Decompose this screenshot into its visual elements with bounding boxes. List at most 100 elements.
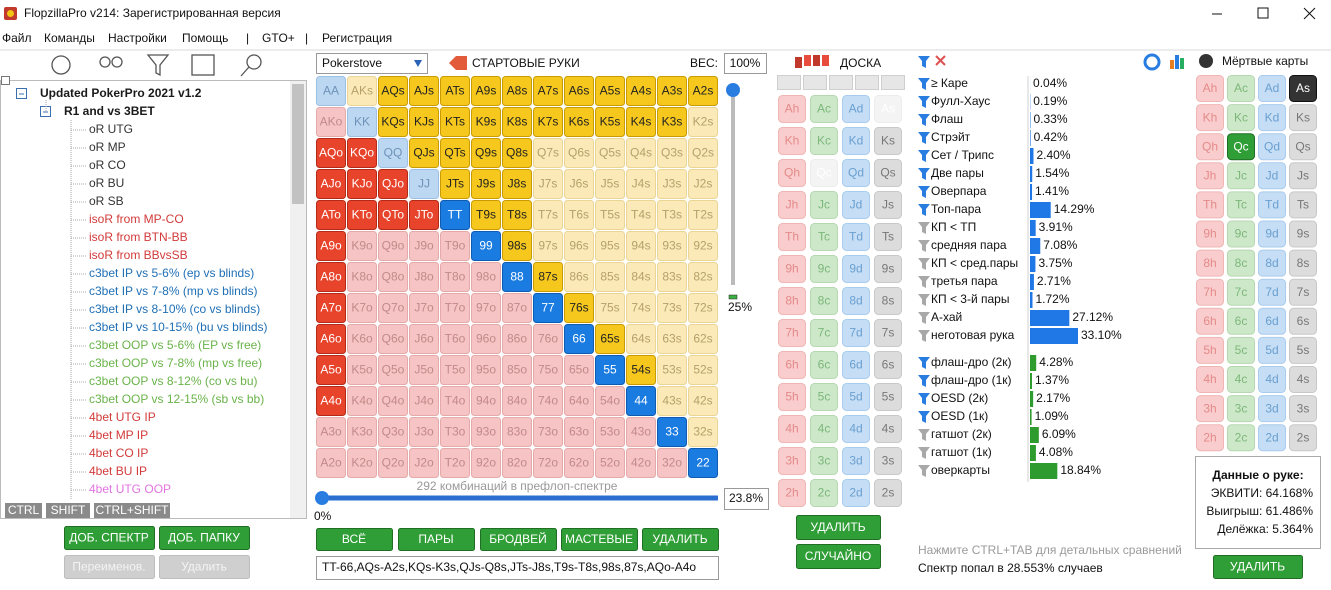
tree-item[interactable]: Updated PokerPro 2021 v1.2 bbox=[40, 86, 202, 100]
hand-cell[interactable] bbox=[502, 293, 532, 323]
hand-cell[interactable] bbox=[564, 138, 594, 168]
hand-cell[interactable] bbox=[657, 107, 687, 137]
card[interactable] bbox=[842, 95, 870, 123]
hand-cell[interactable] bbox=[533, 448, 563, 478]
hand-cell[interactable] bbox=[440, 355, 470, 385]
hand-cell[interactable] bbox=[409, 448, 439, 478]
hand-cell[interactable] bbox=[378, 448, 408, 478]
hand-cell[interactable] bbox=[533, 169, 563, 199]
card[interactable] bbox=[778, 319, 806, 347]
hand-cell[interactable] bbox=[378, 231, 408, 261]
stat-name[interactable]: флаш-дро (1к) bbox=[931, 373, 1012, 387]
users-icon[interactable] bbox=[99, 56, 111, 68]
hand-cell[interactable] bbox=[409, 231, 439, 261]
hand-cell[interactable] bbox=[502, 107, 532, 137]
stat-name[interactable]: гатшот (2к) bbox=[931, 427, 992, 441]
menu-item[interactable]: Команды bbox=[44, 31, 95, 45]
hand-cell[interactable] bbox=[595, 448, 625, 478]
hand-cell[interactable] bbox=[409, 138, 439, 168]
hand-cell[interactable] bbox=[502, 76, 532, 106]
weight-box[interactable] bbox=[724, 53, 767, 74]
card[interactable] bbox=[1196, 75, 1224, 102]
hand-cell[interactable] bbox=[440, 200, 470, 230]
hand-cell[interactable] bbox=[564, 293, 594, 323]
card[interactable] bbox=[1227, 424, 1255, 452]
hand-cell[interactable] bbox=[595, 386, 625, 416]
button[interactable]: БРОДВЕЙ bbox=[480, 528, 557, 551]
hand-cell[interactable] bbox=[595, 262, 625, 292]
hand-cell[interactable] bbox=[533, 76, 563, 106]
hand-cell[interactable] bbox=[316, 200, 346, 230]
card[interactable] bbox=[1196, 104, 1224, 132]
card[interactable] bbox=[778, 447, 806, 475]
hand-cell[interactable] bbox=[564, 324, 594, 354]
card[interactable] bbox=[1258, 249, 1286, 277]
hand-cell[interactable] bbox=[347, 324, 377, 354]
card[interactable] bbox=[842, 447, 870, 475]
hand-cell[interactable] bbox=[316, 231, 346, 261]
card[interactable] bbox=[810, 479, 838, 507]
hand-cell[interactable] bbox=[471, 417, 501, 447]
hand-cell[interactable] bbox=[316, 417, 346, 447]
tree-item[interactable]: isoR from BTN-BB bbox=[89, 230, 188, 244]
hand-cell[interactable] bbox=[347, 200, 377, 230]
stat-filter-icon[interactable] bbox=[918, 150, 930, 162]
hand-cell[interactable] bbox=[657, 417, 687, 447]
hand-cell[interactable] bbox=[440, 448, 470, 478]
hand-cell[interactable] bbox=[316, 293, 346, 323]
hand-cell[interactable] bbox=[688, 169, 718, 199]
hand-cell[interactable] bbox=[502, 231, 532, 261]
weight-slider-knob[interactable] bbox=[726, 83, 740, 97]
tree-item[interactable]: oR SB bbox=[89, 194, 124, 208]
hand-cell[interactable] bbox=[533, 417, 563, 447]
button-face[interactable] bbox=[159, 555, 250, 579]
card[interactable] bbox=[1258, 424, 1286, 452]
maximize[interactable] bbox=[1257, 7, 1269, 19]
refresh-icon[interactable] bbox=[1143, 53, 1161, 71]
card[interactable] bbox=[778, 159, 806, 187]
hand-cell[interactable] bbox=[347, 262, 377, 292]
card[interactable] bbox=[874, 191, 902, 219]
hand-cell[interactable] bbox=[440, 293, 470, 323]
hand-cell[interactable] bbox=[657, 76, 687, 106]
button-face[interactable] bbox=[316, 528, 393, 551]
hand-cell[interactable] bbox=[316, 324, 346, 354]
hand-cell[interactable] bbox=[533, 324, 563, 354]
range-text-box[interactable] bbox=[316, 556, 719, 580]
search-icon[interactable] bbox=[246, 54, 262, 70]
hand-cell[interactable] bbox=[378, 107, 408, 137]
menu-item[interactable]: Файл bbox=[2, 31, 32, 45]
stats-clear-icon[interactable] bbox=[935, 55, 946, 66]
hand-cell[interactable] bbox=[409, 76, 439, 106]
collapse-box[interactable] bbox=[1, 76, 10, 85]
hand-cell[interactable] bbox=[626, 262, 656, 292]
hand-cell[interactable] bbox=[471, 386, 501, 416]
button-face[interactable] bbox=[796, 544, 881, 569]
card[interactable] bbox=[874, 95, 902, 123]
stat-name[interactable]: Две пары bbox=[931, 166, 984, 180]
import-icon[interactable] bbox=[191, 54, 215, 76]
hand-cell[interactable] bbox=[595, 169, 625, 199]
hand-cell[interactable] bbox=[409, 262, 439, 292]
card[interactable] bbox=[874, 351, 902, 379]
stat-name[interactable]: OESD (1к) bbox=[931, 409, 988, 423]
hand-cell[interactable] bbox=[502, 200, 532, 230]
card[interactable] bbox=[842, 415, 870, 443]
hand-cell[interactable] bbox=[626, 231, 656, 261]
card[interactable] bbox=[810, 159, 838, 187]
button[interactable]: ВСЁ bbox=[316, 528, 393, 551]
card[interactable] bbox=[1289, 366, 1317, 393]
card[interactable] bbox=[1289, 191, 1317, 219]
card[interactable] bbox=[842, 351, 870, 379]
board-slot[interactable] bbox=[777, 75, 801, 90]
hand-cell[interactable] bbox=[471, 448, 501, 478]
close[interactable] bbox=[1303, 7, 1316, 20]
hand-cell[interactable] bbox=[316, 262, 346, 292]
menu-item[interactable]: Помощь bbox=[182, 31, 228, 45]
hand-cell[interactable] bbox=[626, 417, 656, 447]
card[interactable] bbox=[842, 383, 870, 411]
card[interactable] bbox=[842, 191, 870, 219]
card[interactable] bbox=[778, 95, 806, 123]
stat-filter-icon[interactable] bbox=[918, 312, 930, 324]
hand-cell[interactable] bbox=[378, 293, 408, 323]
